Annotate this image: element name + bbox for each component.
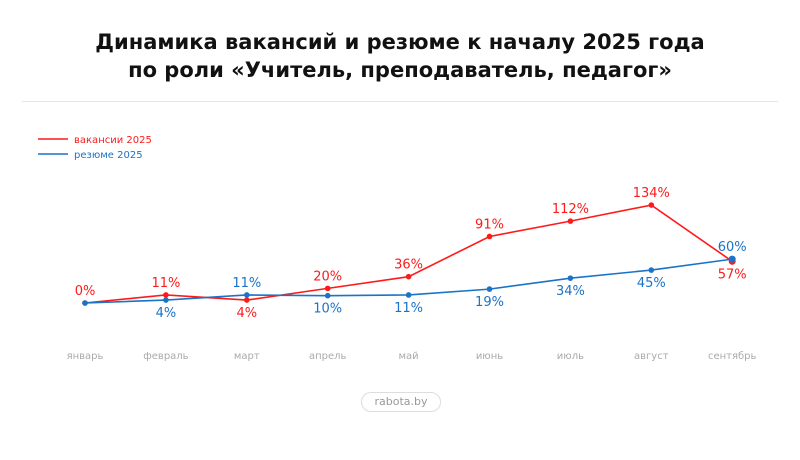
legend-label: резюме 2025: [74, 150, 143, 161]
data-point: [648, 267, 655, 273]
data-point: [244, 297, 250, 303]
data-point: [567, 218, 574, 224]
data-label: 45%: [637, 276, 666, 291]
data-point: [728, 255, 736, 263]
x-tick-label: май: [399, 351, 419, 362]
data-point: [405, 292, 412, 298]
data-label: 4%: [156, 306, 177, 321]
divider: [22, 101, 778, 102]
data-point: [324, 285, 331, 292]
chart-title: Динамика вакансий и резюме к началу 2025…: [0, 28, 800, 84]
data-point: [648, 202, 655, 208]
data-point: [163, 297, 169, 303]
x-tick-label: апрель: [309, 351, 347, 362]
title-line-2: по роли «Учитель, преподаватель, педагог…: [128, 58, 672, 82]
data-label: 57%: [718, 267, 747, 282]
data-label: 36%: [394, 258, 423, 273]
data-point: [324, 292, 331, 299]
data-label: 112%: [552, 202, 589, 217]
x-tick-label: июль: [557, 351, 584, 362]
data-point: [244, 292, 250, 298]
source-badge: rabota.by: [361, 392, 441, 412]
data-point: [163, 292, 169, 298]
data-label: 11%: [151, 276, 180, 291]
series-line: [84, 204, 733, 304]
data-label: 19%: [475, 295, 504, 310]
x-tick-label: июнь: [476, 351, 503, 362]
data-label: 34%: [556, 284, 585, 299]
data-label: 10%: [313, 302, 342, 317]
data-label: 60%: [718, 240, 747, 255]
x-tick-label: август: [634, 351, 669, 362]
data-point: [405, 273, 412, 280]
x-tick-label: январь: [67, 351, 104, 362]
data-label: 4%: [236, 306, 257, 321]
data-label: 134%: [633, 186, 670, 201]
data-point: [486, 286, 493, 292]
data-label: 91%: [475, 217, 504, 232]
data-label: 0%: [75, 284, 96, 299]
x-tick-label: март: [234, 351, 260, 362]
data-label: 11%: [394, 301, 423, 316]
data-point: [486, 233, 493, 240]
data-label: 11%: [232, 276, 261, 291]
data-label: 20%: [313, 269, 342, 284]
x-tick-label: сентябрь: [708, 351, 757, 362]
data-point: [567, 275, 574, 281]
title-line-1: Динамика вакансий и резюме к началу 2025…: [95, 30, 705, 54]
x-tick-label: февраль: [143, 351, 188, 362]
legend-label: вакансии 2025: [74, 135, 152, 146]
data-point: [82, 300, 88, 306]
